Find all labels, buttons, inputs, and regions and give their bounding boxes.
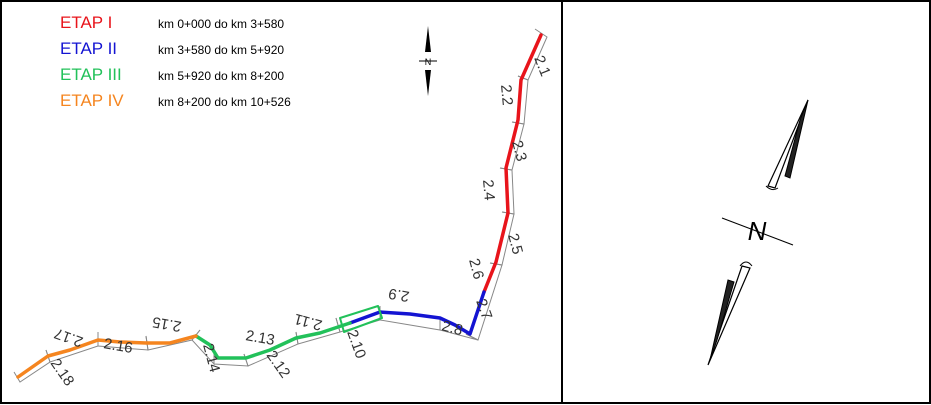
legend-etap-numeral: I: [108, 13, 113, 32]
route-etap-4: [16, 334, 198, 379]
small-north-arrow-icon: N: [419, 26, 437, 96]
segment-label: 2.13: [244, 327, 276, 349]
segment-label: 2.16: [102, 335, 134, 357]
legend-km-range: km 0+000 do km 3+580: [158, 17, 284, 31]
segment-label: 2.4: [479, 179, 498, 201]
large-north-arrow-icon: N: [707, 99, 809, 366]
legend-item-etap-1: ETAP I km 0+000 do km 3+580: [60, 13, 284, 32]
segment-label: 2.7: [472, 297, 495, 322]
legend-etap-numeral: II: [108, 39, 117, 58]
segment-label: 2.3: [508, 139, 530, 164]
legend-etap-numeral: III: [108, 65, 122, 84]
legend: ETAP I km 0+000 do km 3+580 ETAP II km 3…: [60, 13, 291, 110]
svg-text:ETAP II: ETAP II: [60, 39, 117, 58]
legend-item-etap-3: ETAP III km 5+920 do km 8+200: [60, 65, 284, 84]
segment-label: 2.15: [151, 313, 183, 335]
small-north-letter: N: [425, 57, 432, 67]
segment-label: 2.8: [440, 317, 465, 339]
segment-label: 2.14: [199, 342, 223, 375]
segment-labels: 2.1 2.2 2.3 2.4 2.5 2.6 2.7 2.8 2.9 2.10…: [47, 53, 554, 389]
segment-label: 2.1: [530, 53, 554, 79]
legend-etap-word: ETAP: [60, 13, 103, 32]
segment-label: 2.5: [504, 232, 526, 257]
route-lines: [16, 33, 543, 379]
legend-km-range: km 5+920 do km 8+200: [158, 69, 284, 83]
segment-label: 2.11: [292, 310, 324, 334]
legend-km-range: km 3+580 do km 5+920: [158, 43, 284, 57]
route-etap-3: [194, 321, 352, 360]
segment-label: 2.9: [387, 284, 410, 304]
svg-text:ETAP III: ETAP III: [60, 65, 122, 84]
sheet-highlight-2-10: [339, 305, 383, 333]
legend-etap-word: ETAP: [60, 65, 103, 84]
legend-etap-word: ETAP: [60, 91, 103, 110]
segment-label: 2.6: [465, 257, 487, 282]
svg-text:ETAP IV: ETAP IV: [60, 91, 124, 110]
svg-text:ETAP I: ETAP I: [60, 13, 112, 32]
legend-km-range: km 8+200 do km 10+526: [158, 95, 291, 109]
legend-item-etap-2: ETAP II km 3+580 do km 5+920: [60, 39, 284, 58]
legend-etap-word: ETAP: [60, 39, 103, 58]
segment-label: 2.2: [497, 84, 516, 106]
route-etap-1: [482, 33, 543, 294]
large-north-letter: N: [748, 216, 767, 246]
legend-etap-numeral: IV: [108, 91, 125, 110]
legend-item-etap-4: ETAP IV km 8+200 do km 10+526: [60, 91, 291, 110]
